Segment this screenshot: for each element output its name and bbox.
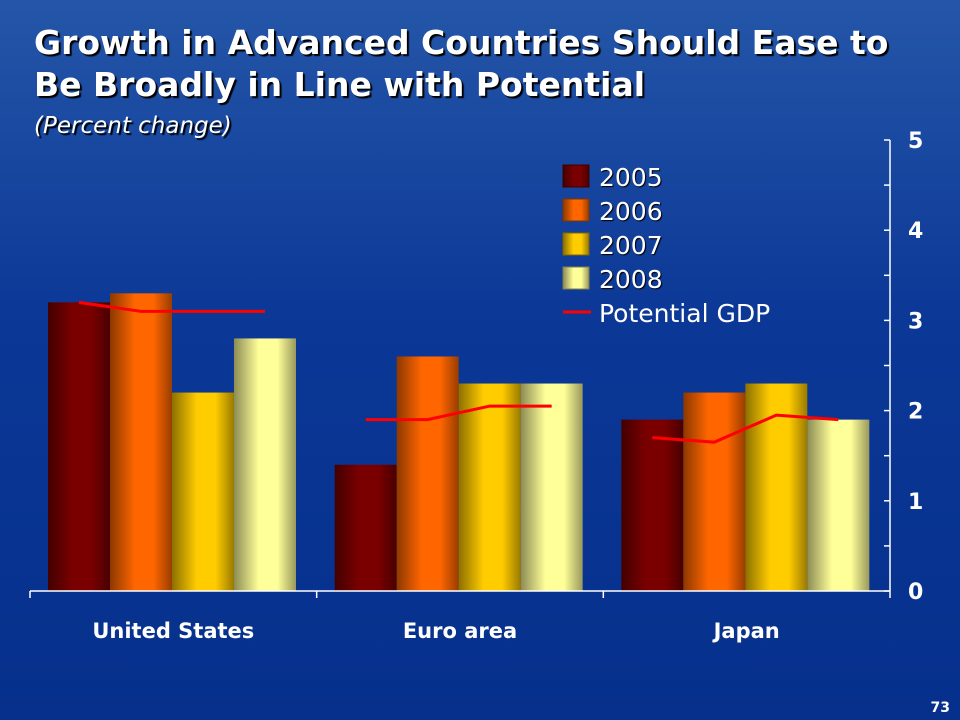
category-label: United States bbox=[92, 619, 254, 643]
bar-2008-japan bbox=[807, 419, 870, 591]
potential-gdp-line-euro-area bbox=[365, 404, 552, 422]
bar-2008-euro-area bbox=[520, 383, 583, 591]
chart-title: Growth in Advanced Countries Should Ease… bbox=[34, 22, 934, 106]
page-number: 73 bbox=[930, 700, 950, 716]
legend-swatch-2007 bbox=[562, 232, 590, 256]
chart-title-line-2: Be Broadly in Line with Potential bbox=[34, 65, 646, 104]
bar-2005-japan bbox=[621, 419, 684, 591]
bar-2007-euro-area bbox=[458, 383, 521, 591]
y-tick-label: 0 bbox=[908, 580, 923, 605]
y-tick-label: 3 bbox=[908, 309, 923, 334]
y-tick-label: 1 bbox=[908, 490, 923, 515]
bar-2007-united-states bbox=[172, 392, 234, 591]
legend-swatch-2006 bbox=[562, 198, 590, 222]
legend-swatch-2008 bbox=[562, 266, 590, 290]
axes-group: United States Euro area Japan 0 1 2 3 4 5 bbox=[29, 129, 923, 643]
bar-2005-united-states bbox=[48, 302, 110, 591]
legend-label-2005: 2005 bbox=[599, 163, 663, 192]
potential-gdp-line-japan bbox=[652, 413, 839, 444]
legend-label-2006: 2006 bbox=[599, 197, 663, 226]
legend-label-2007: 2007 bbox=[599, 231, 663, 260]
chart-title-line-1: Growth in Advanced Countries Should Ease… bbox=[34, 23, 889, 62]
bar-2006-united-states bbox=[110, 293, 172, 591]
bar-2006-japan bbox=[683, 392, 746, 591]
bar-2008-united-states bbox=[234, 338, 296, 591]
chart-subtitle: (Percent change) bbox=[34, 113, 232, 139]
legend-label-2008: 2008 bbox=[599, 265, 663, 294]
y-tick-label: 2 bbox=[908, 400, 923, 425]
potential-lines-group bbox=[78, 300, 839, 444]
bar-2005-euro-area bbox=[334, 464, 397, 591]
bars-group bbox=[48, 293, 870, 591]
category-label: Euro area bbox=[403, 619, 517, 643]
legend-swatch-2005 bbox=[562, 164, 590, 188]
legend-label-potential-gdp: Potential GDP bbox=[599, 299, 770, 328]
y-tick-label: 4 bbox=[908, 219, 923, 244]
legend: 2005 2006 2007 2008 Potential GDP bbox=[562, 163, 770, 328]
category-label: Japan bbox=[712, 619, 780, 643]
bar-2006-euro-area bbox=[396, 356, 459, 591]
y-tick-label: 5 bbox=[908, 129, 923, 154]
potential-gdp-line-united-states bbox=[78, 300, 265, 313]
